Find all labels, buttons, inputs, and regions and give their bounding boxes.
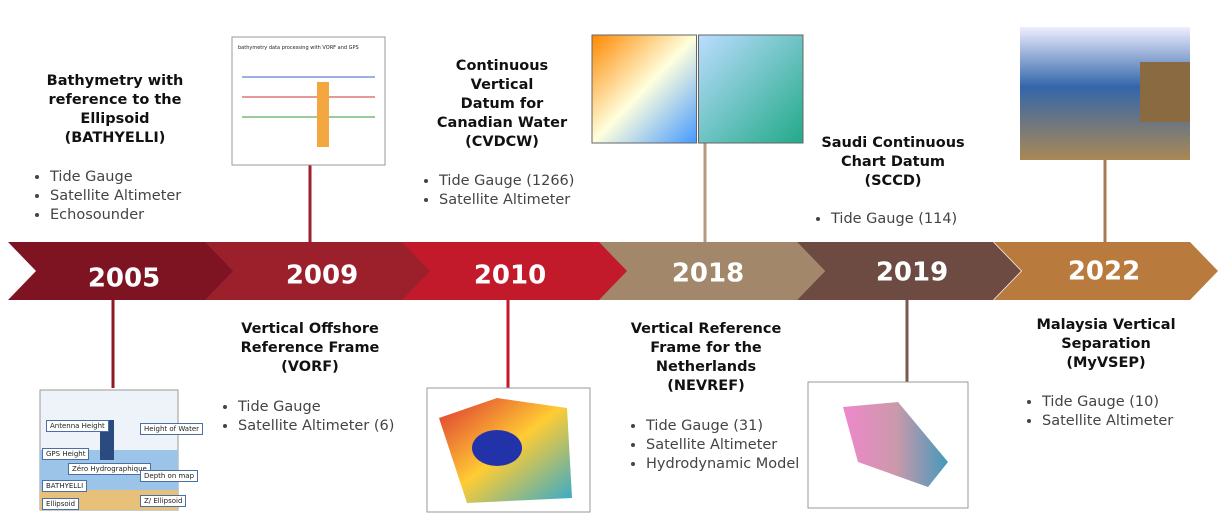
title-line: Separation	[1061, 336, 1151, 352]
bullet-list: Tide Gauge (31)Satellite AltimeterHydrod…	[626, 417, 801, 474]
fig-pier	[1140, 62, 1190, 122]
bullet: Hydrodynamic Model	[646, 455, 801, 474]
chevron	[402, 242, 630, 300]
title-line: (SCCD)	[864, 173, 922, 189]
bullet: Tide Gauge (10)	[1042, 393, 1230, 412]
title-line: (VORF)	[281, 359, 339, 375]
figure-label: Depth on map	[140, 470, 199, 482]
fig-gulf	[843, 402, 948, 487]
milestone: 2018	[591, 34, 825, 300]
title-line: reference to the	[48, 92, 182, 108]
bullet: Tide Gauge (31)	[646, 417, 801, 436]
fig-b	[698, 34, 804, 144]
milestone-title: Bathymetry with reference to the Ellipsoid…	[47, 72, 184, 148]
year: 2022	[1068, 257, 1140, 287]
figure-label: Antenna Height	[46, 420, 109, 432]
milestone-title: Saudi Continuous Chart Datum (SCCD)	[821, 134, 964, 191]
bullet: Satellite Altimeter	[1042, 412, 1230, 431]
bullet: Tide Gauge	[238, 398, 413, 417]
title-line: Saudi Continuous	[821, 135, 965, 151]
milestone-title: Continuous Vertical Datum for Canadian Wate…	[437, 57, 567, 152]
title-line: (NEVREF)	[667, 378, 745, 394]
title-line: (MyVSEP)	[1066, 355, 1146, 371]
year: 2019	[876, 258, 948, 288]
bullet: Echosounder	[50, 206, 240, 225]
milestone-title: Vertical Offshore Reference Frame (VORF)	[241, 320, 380, 377]
title-line: Frame for the	[650, 340, 762, 356]
figure-label: BATHYELLI	[42, 480, 88, 492]
fig-bay	[472, 430, 522, 466]
title-line: Vertical Offshore	[241, 321, 379, 337]
bullet-list: Tide Gauge (1266)Satellite Altimeter	[419, 172, 614, 210]
bullet-list: Tide GaugeSatellite Altimeter (6)	[218, 398, 413, 436]
title-line: Vertical	[470, 77, 534, 93]
figure-label: GPS Height	[42, 448, 90, 460]
fig-bg	[231, 36, 386, 166]
milestone-title: Malaysia Vertical Separation (MyVSEP)	[1036, 316, 1175, 373]
bullet: Satellite Altimeter	[50, 187, 240, 206]
milestone: 2009	[205, 36, 433, 300]
title-line: Bathymetry with	[46, 73, 184, 89]
bullet: Tide Gauge (1266)	[439, 172, 614, 191]
title-line: Netherlands	[655, 359, 757, 375]
figure-title: bathymetry data processing with VORF and…	[238, 45, 359, 51]
chevron	[994, 242, 1218, 300]
year: 2010	[474, 261, 546, 291]
bullet: Satellite Altimeter	[439, 191, 614, 210]
milestone-title: Vertical Reference Frame for the Netherlan…	[631, 320, 782, 396]
milestone: 2019	[797, 242, 1021, 509]
title-line: Vertical Reference	[630, 321, 782, 337]
title-line: Chart Datum	[840, 154, 946, 170]
figure-label: Zéro Hydrographique	[68, 463, 151, 475]
title-line: Malaysia Vertical	[1036, 317, 1176, 333]
chevron	[599, 242, 825, 300]
bullet: Tide Gauge	[50, 168, 240, 187]
figure-label: Ellipsoid	[42, 498, 80, 510]
fig-a	[591, 34, 697, 144]
chevron	[8, 242, 241, 300]
figure-label: Height of Water	[140, 423, 204, 435]
figure-label: Z/ Ellipsoid	[140, 495, 187, 507]
title-line: Canadian Water	[436, 115, 568, 131]
year: 2009	[286, 261, 358, 291]
title-line: Continuous	[455, 58, 549, 74]
bullet: Satellite Altimeter (6)	[238, 417, 413, 436]
bullet-list: Tide Gauge (114)	[811, 210, 1021, 229]
bullet: Tide Gauge (114)	[831, 210, 1021, 229]
year: 2005	[88, 264, 160, 294]
chevron	[205, 242, 433, 300]
title-line: Datum for	[460, 96, 544, 112]
title-line: Reference Frame	[240, 340, 380, 356]
milestone: 2022	[994, 27, 1218, 300]
title-line: (BATHYELLI)	[64, 130, 166, 146]
bullet-list: Tide Gauge (10)Satellite Altimeter	[1022, 393, 1230, 431]
chevron	[797, 242, 1021, 300]
milestone: 2010	[402, 242, 630, 513]
year: 2018	[672, 259, 744, 289]
bullet-list: Tide GaugeSatellite AltimeterEchosounder	[30, 168, 240, 225]
fig-bar	[317, 82, 329, 147]
bullet: Satellite Altimeter	[646, 436, 801, 455]
title-line: Ellipsoid	[80, 111, 150, 127]
title-line: (CVDCW)	[465, 134, 539, 150]
